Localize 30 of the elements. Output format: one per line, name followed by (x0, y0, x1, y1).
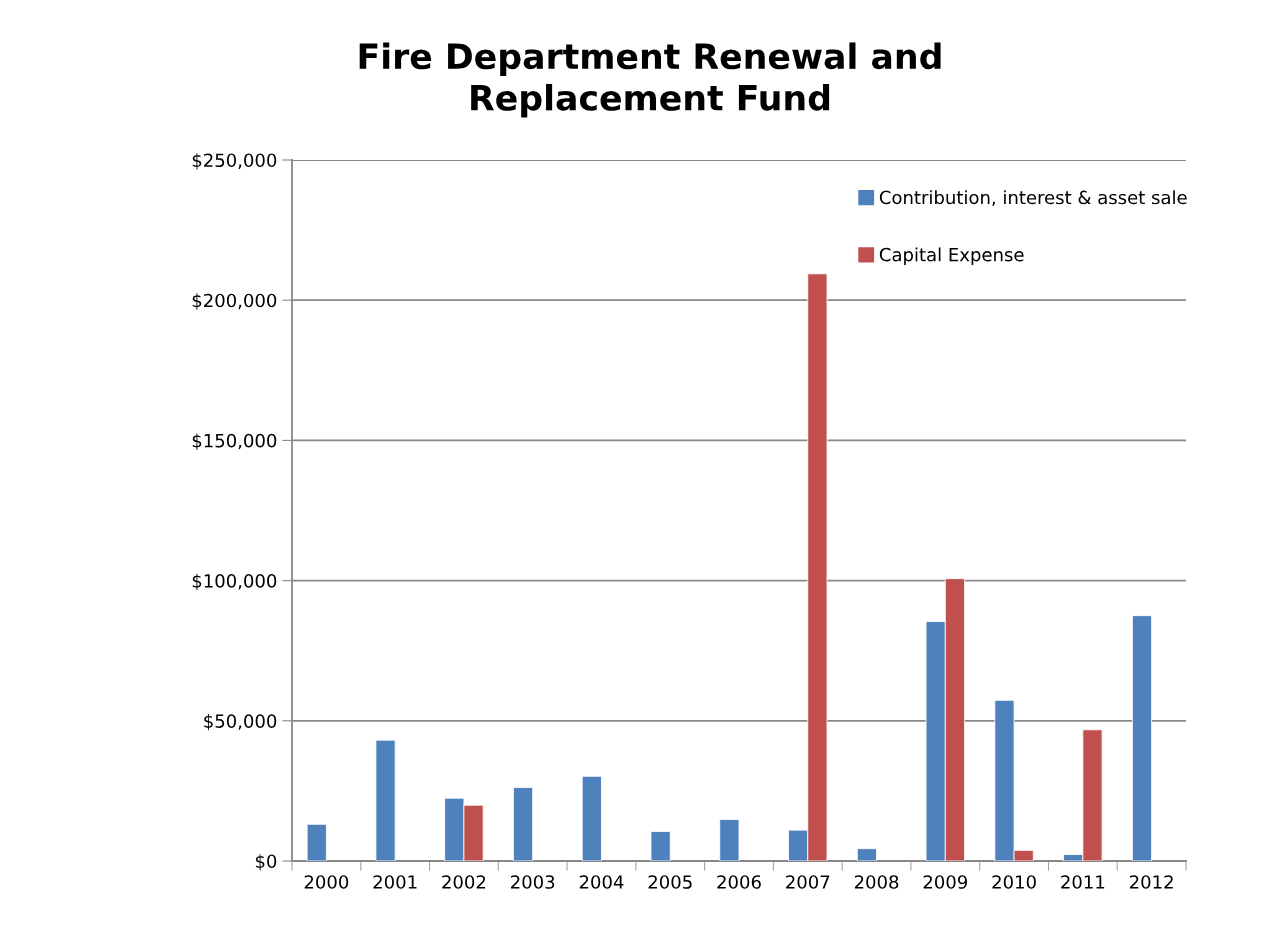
y-tick-label: $50,000 (204, 713, 277, 731)
y-tick-label: $200,000 (192, 293, 277, 310)
bar (306, 823, 327, 861)
chart-title: Fire Department Renewal and Replacement Fund (359, 42, 941, 118)
x-tick-label: 2006 (717, 875, 761, 889)
bar (581, 775, 602, 861)
x-tick-label: 2004 (579, 875, 624, 889)
x-tick-label: 2008 (854, 875, 899, 889)
bar (375, 739, 396, 861)
x-tick-label: 2003 (511, 875, 555, 889)
y-tick-label: $250,000 (192, 153, 277, 170)
x-tick-label: 2002 (442, 875, 486, 889)
bar (719, 819, 740, 861)
bar (856, 848, 877, 861)
y-tick-label: $100,000 (192, 573, 277, 591)
y-tick-label: $150,000 (192, 433, 277, 450)
x-tick-label: 2011 (1061, 875, 1105, 889)
x-tick-label: 2001 (373, 875, 417, 889)
bar (650, 831, 671, 861)
x-tick-label: 2012 (1129, 875, 1173, 889)
legend-label: Contribution, interest & asset sale (879, 190, 1187, 207)
bar (1131, 615, 1153, 861)
x-tick-label: 2000 (304, 875, 349, 889)
x-tick-label: 2009 (923, 875, 968, 889)
x-tick-label: 2005 (648, 875, 692, 889)
bar (513, 787, 534, 861)
x-tick-label: 2007 (786, 875, 830, 889)
y-tick-label: $0 (255, 854, 277, 871)
x-tick-label: 2010 (992, 875, 1036, 889)
legend-label: Capital Expense (879, 247, 1024, 265)
